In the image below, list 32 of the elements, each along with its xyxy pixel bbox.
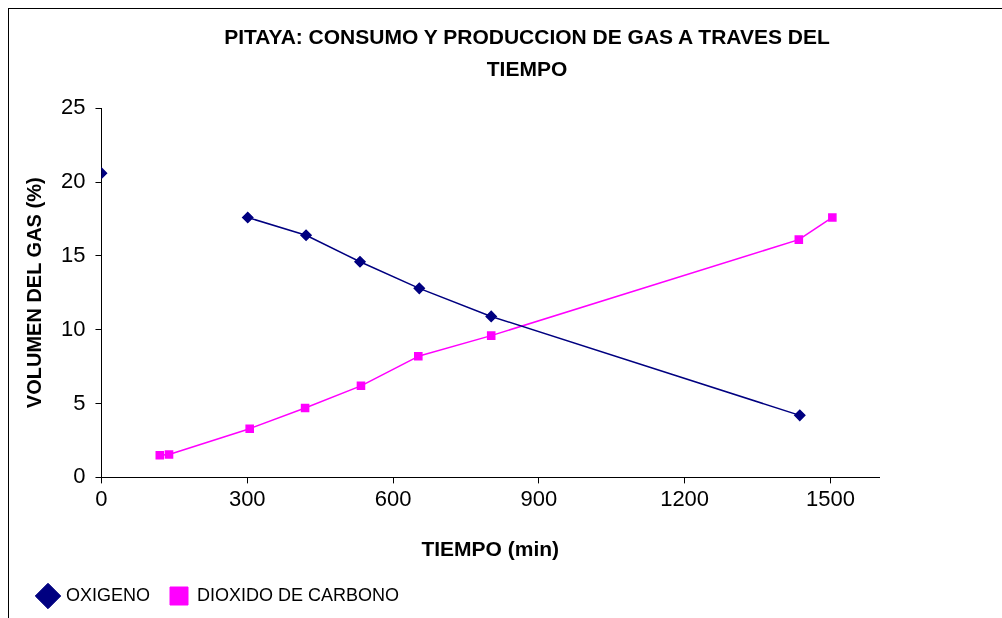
- point: [794, 409, 806, 422]
- point: [413, 282, 426, 295]
- x-tick-label: 0: [95, 485, 108, 511]
- y-axis-title: VOLUMEN DEL GAS (%): [22, 177, 45, 409]
- x-axis-title: TIEMPO (min): [421, 537, 560, 561]
- y-tick-label: 5: [73, 389, 86, 415]
- x-tick-label: 900: [520, 485, 558, 511]
- y-tick-label: 10: [60, 315, 86, 341]
- point: [300, 403, 310, 413]
- legend-label: OXIGENO: [66, 584, 151, 605]
- point: [828, 213, 837, 222]
- y-tick-label: 20: [60, 168, 86, 194]
- x-tick-label: 300: [228, 485, 266, 511]
- point: [155, 450, 165, 460]
- point: [241, 211, 254, 224]
- y-tick-label: 15: [60, 241, 86, 267]
- chart-title: PITAYA: CONSUMO Y PRODUCCION DE GAS A TRAVES DEL TIEMPO: [223, 24, 831, 82]
- x-tick-label: 600: [374, 485, 412, 511]
- point: [486, 331, 496, 340]
- point: [245, 424, 254, 433]
- x-tick-label: 1500: [805, 485, 855, 511]
- y-tick-label: 0: [73, 463, 86, 489]
- point: [300, 229, 312, 241]
- point: [414, 352, 423, 361]
- point: [356, 381, 366, 391]
- point: [354, 256, 366, 268]
- point: [485, 310, 497, 323]
- x-tick-label: 1200: [660, 485, 710, 511]
- point: [794, 235, 804, 244]
- legend-label: DIOXIDO DE CARBONO: [197, 584, 400, 605]
- y-tick-label: 25: [60, 94, 86, 120]
- point: [164, 450, 174, 459]
